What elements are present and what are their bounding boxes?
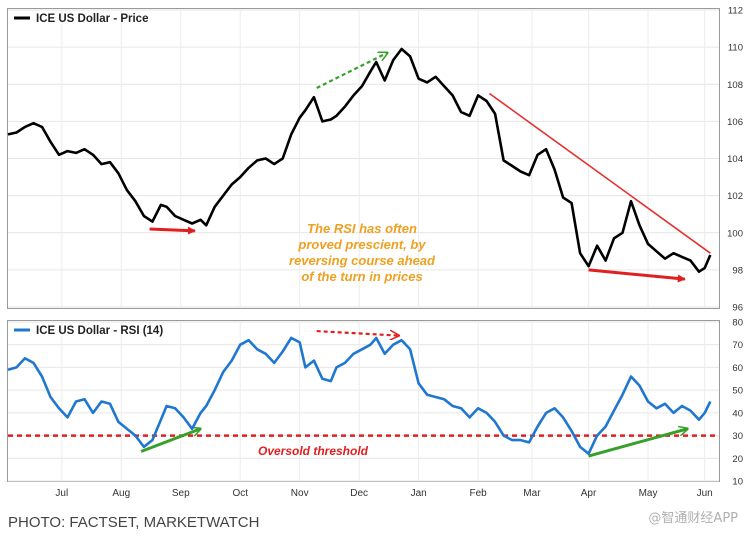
photo-credit: PHOTO: FACTSET, MARKETWATCH <box>8 514 259 531</box>
rsi-y-tick-label: 40 <box>732 408 743 419</box>
price-y-tick-label: 110 <box>728 43 743 54</box>
watermark: @智通财经APP <box>648 511 738 526</box>
rsi-y-tick-label: 20 <box>732 454 743 465</box>
rsi-legend-label: ICE US Dollar - RSI (14) <box>36 325 163 337</box>
month-label: Dec <box>350 488 368 499</box>
price-y-tick-label: 96 <box>732 303 743 314</box>
rsi-green-arrow-aug <box>140 429 200 453</box>
price-y-tick-label: 102 <box>727 191 743 202</box>
rsi-annotation-line: of the turn in prices <box>301 269 422 284</box>
price-annotations <box>149 53 711 283</box>
rsi-y-axis: 10 20 30 40 50 60 70 80 <box>732 318 743 488</box>
rsi-y-tick-label: 30 <box>732 431 743 442</box>
month-label: Sep <box>172 488 190 499</box>
price-y-axis: 96 98 100 102 104 106 108 110 112 <box>727 6 743 314</box>
rsi-annotation-text: The RSI has often proved prescient, by rev… <box>289 221 436 284</box>
rsi-y-tick-label: 50 <box>732 386 743 397</box>
rsi-y-tick-label: 80 <box>732 318 743 329</box>
price-legend: ICE US Dollar - Price <box>14 13 148 25</box>
price-downtrend-line <box>488 92 711 254</box>
rsi-panel: 10 20 30 40 50 60 70 80 Oversold threshold ICE … <box>7 318 743 499</box>
price-y-tick-label: 106 <box>727 117 743 128</box>
price-y-tick-label: 104 <box>727 154 743 165</box>
price-y-tick-label: 98 <box>732 265 743 276</box>
rsi-legend: ICE US Dollar - RSI (14) <box>14 325 163 337</box>
rsi-green-arrow-recent <box>588 429 688 458</box>
month-label: Aug <box>112 488 130 499</box>
rsi-y-tick-label: 70 <box>732 340 743 351</box>
month-label: Jun <box>697 488 713 499</box>
month-label: Oct <box>232 488 248 499</box>
price-red-arrow-low <box>149 226 196 235</box>
price-y-tick-label: 112 <box>728 6 743 17</box>
x-axis-month-labels: Jul Aug Sep Oct Nov Dec Jan Feb Mar Apr May Jun <box>55 488 712 499</box>
price-grid <box>8 9 719 308</box>
price-legend-label: ICE US Dollar - Price <box>36 13 148 25</box>
rsi-annotations <box>140 329 688 458</box>
month-label: Jan <box>411 488 427 499</box>
rsi-y-tick-label: 10 <box>732 477 743 488</box>
price-panel: 96 98 100 102 104 106 108 110 112 ICE US Dollar … <box>7 6 743 314</box>
month-label: Apr <box>581 488 597 499</box>
month-label: May <box>639 488 658 499</box>
price-y-tick-label: 108 <box>727 80 743 91</box>
month-label: Jul <box>55 488 68 499</box>
price-red-arrow-recent <box>588 268 686 283</box>
rsi-annotation-line: The RSI has often <box>307 221 417 236</box>
month-label: Feb <box>469 488 487 499</box>
rsi-annotation-line: proved prescient, by <box>297 237 426 252</box>
month-label: Mar <box>523 488 541 499</box>
price-green-dashed-arrow <box>316 53 388 89</box>
oversold-threshold-label: Oversold threshold <box>258 444 369 458</box>
rsi-y-tick-label: 60 <box>732 363 743 374</box>
price-y-tick-label: 100 <box>727 228 743 239</box>
rsi-series-line <box>7 336 712 455</box>
price-series-line <box>7 47 712 273</box>
rsi-annotation-line: reversing course ahead <box>289 253 436 268</box>
month-label: Nov <box>291 488 309 499</box>
